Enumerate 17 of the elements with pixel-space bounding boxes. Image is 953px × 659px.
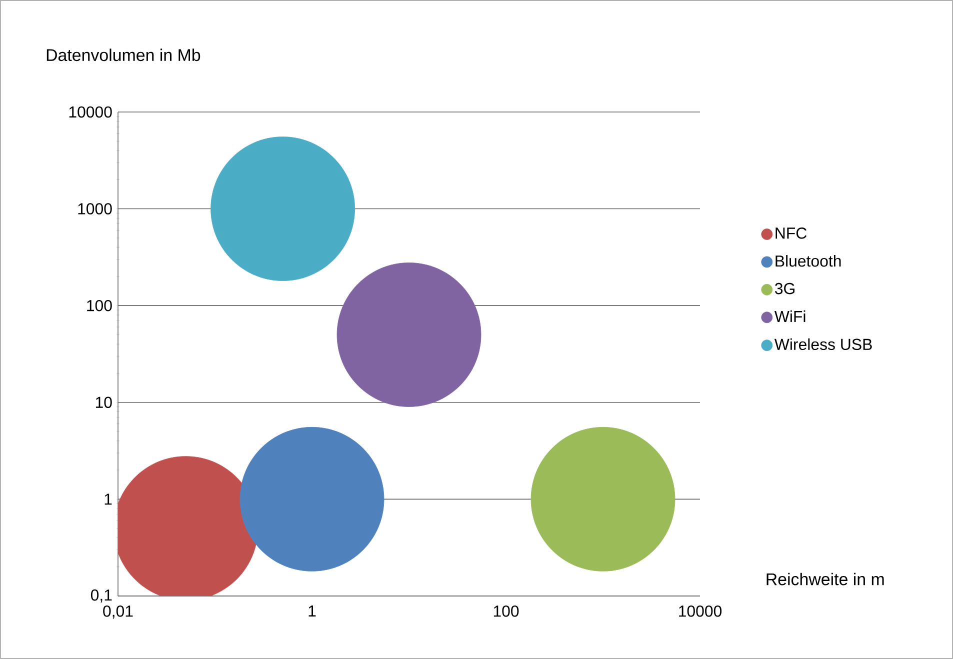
y-tick-label: 100	[87, 300, 112, 312]
y-tick-label: 10	[96, 396, 112, 408]
x-tick-label: 10000	[679, 606, 722, 617]
y-axis-title: Datenvolumen in Mb	[46, 48, 200, 62]
y-tick-label: 1	[104, 494, 112, 505]
x-tick-label: 1	[308, 605, 316, 616]
y-tick-label: 0,1	[90, 589, 112, 603]
x-tick-label: 100	[494, 606, 519, 617]
legend-label: Wireless USB	[774, 338, 872, 350]
x-tick-label: 0,01	[103, 606, 133, 619]
y-tick-label: 10000	[69, 106, 112, 118]
legend-label: 3G	[775, 282, 794, 294]
legend-label: WiFi	[774, 310, 806, 322]
x-axis-title: Reichweite in m	[766, 572, 884, 586]
y-tick-label: 1000	[78, 203, 112, 214]
legend-label: NFC	[776, 227, 807, 239]
legend-label: Bluetooth	[776, 255, 841, 267]
